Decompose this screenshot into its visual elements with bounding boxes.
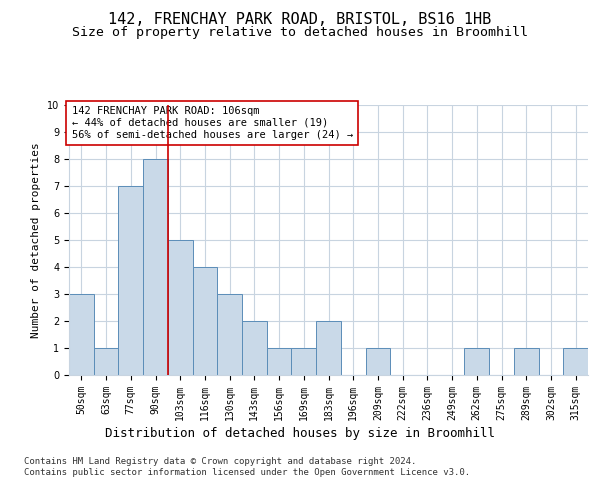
Bar bbox=[217, 294, 242, 375]
Bar bbox=[316, 321, 341, 375]
Text: 142, FRENCHAY PARK ROAD, BRISTOL, BS16 1HB: 142, FRENCHAY PARK ROAD, BRISTOL, BS16 1… bbox=[109, 12, 491, 28]
Text: Contains HM Land Registry data © Crown copyright and database right 2024.
Contai: Contains HM Land Registry data © Crown c… bbox=[24, 458, 470, 477]
Text: 142 FRENCHAY PARK ROAD: 106sqm
← 44% of detached houses are smaller (19)
56% of : 142 FRENCHAY PARK ROAD: 106sqm ← 44% of … bbox=[71, 106, 353, 140]
Bar bbox=[292, 348, 316, 375]
Bar bbox=[143, 159, 168, 375]
Bar bbox=[563, 348, 588, 375]
Bar bbox=[267, 348, 292, 375]
Text: Size of property relative to detached houses in Broomhill: Size of property relative to detached ho… bbox=[72, 26, 528, 39]
Bar bbox=[514, 348, 539, 375]
Bar bbox=[69, 294, 94, 375]
Bar bbox=[242, 321, 267, 375]
Bar bbox=[94, 348, 118, 375]
Bar bbox=[193, 267, 217, 375]
Bar bbox=[464, 348, 489, 375]
Text: Distribution of detached houses by size in Broomhill: Distribution of detached houses by size … bbox=[105, 428, 495, 440]
Bar bbox=[118, 186, 143, 375]
Bar bbox=[365, 348, 390, 375]
Y-axis label: Number of detached properties: Number of detached properties bbox=[31, 142, 41, 338]
Bar bbox=[168, 240, 193, 375]
